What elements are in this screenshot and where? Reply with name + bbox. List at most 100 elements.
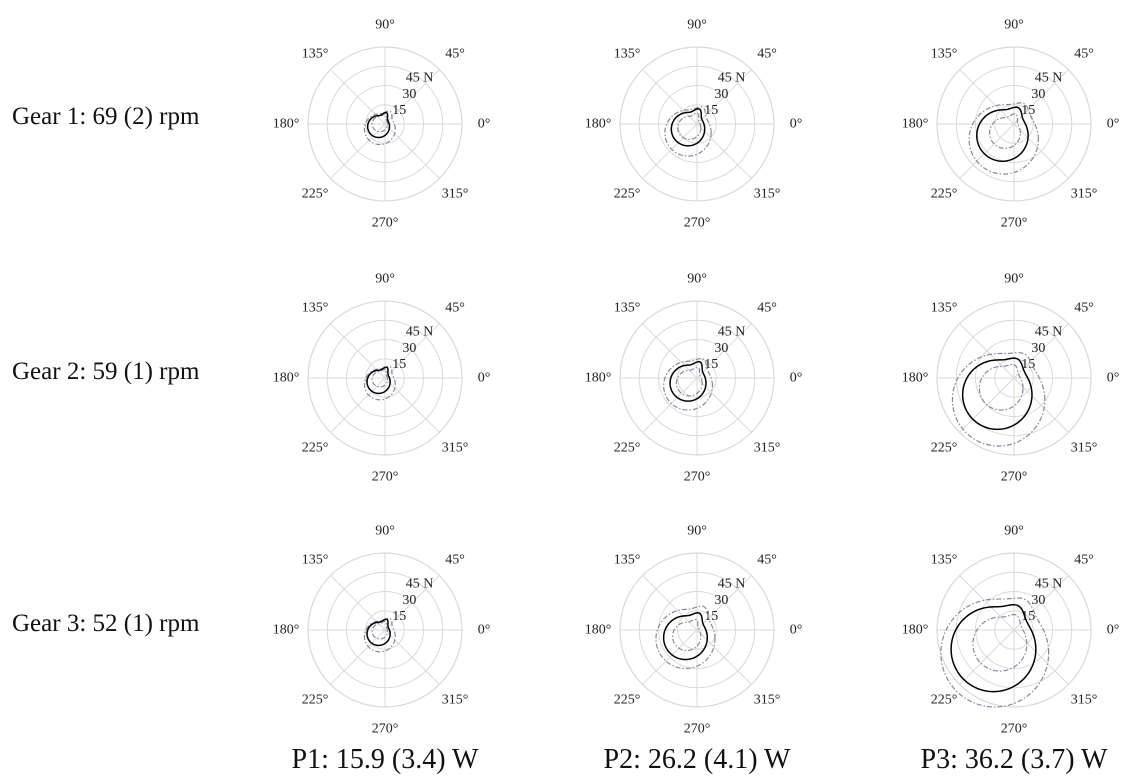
angle-tick-label-45: 45° (757, 301, 777, 316)
radial-tick-label-15: 15 (1021, 609, 1035, 624)
angle-tick-label-315: 315° (442, 187, 469, 202)
row-label-gear-1: Gear 1: 69 (2) rpm (12, 103, 200, 130)
angle-tick-label-90: 90° (1004, 18, 1024, 33)
radial-tick-label-15: 15 (1021, 357, 1035, 372)
polar-spoke-225 (959, 123, 1015, 179)
angle-tick-label-180: 180° (585, 117, 612, 132)
angle-tick-label-225: 225° (614, 187, 641, 202)
series-lower-band (371, 620, 389, 640)
series-mean-line (670, 108, 706, 147)
angle-tick-label-225: 225° (302, 187, 329, 202)
polar-spoke-225 (642, 629, 698, 685)
polar-spoke-135 (642, 575, 698, 631)
series-lower-band (675, 366, 703, 397)
angle-tick-label-45: 45° (445, 553, 465, 568)
polar-spoke-225 (330, 377, 386, 433)
angle-tick-label-135: 135° (931, 301, 958, 316)
angle-tick-label-180: 180° (585, 623, 612, 638)
radial-tick-label-30: 30 (1031, 593, 1045, 608)
angle-tick-label-90: 90° (375, 272, 395, 287)
radial-tick-label-45: 45 N (718, 577, 746, 592)
angle-tick-label-180: 180° (902, 117, 929, 132)
series-mean-line (366, 366, 391, 395)
angle-tick-label-45: 45° (757, 47, 777, 62)
col-label-p2: P2: 26.2 (4.1) W (603, 744, 791, 775)
angle-tick-label-270: 270° (1001, 216, 1028, 231)
angle-tick-label-225: 225° (302, 693, 329, 708)
angle-tick-label-315: 315° (754, 187, 781, 202)
polar-spoke-315 (1013, 123, 1069, 179)
series-upper-band (940, 597, 1050, 708)
series-lower-band (672, 618, 702, 652)
series-upper-band (363, 617, 396, 653)
radial-tick-label-30: 30 (402, 87, 416, 102)
angle-tick-label-270: 270° (684, 470, 711, 485)
polar-spoke-315 (1013, 629, 1069, 685)
series-upper-band (968, 102, 1039, 175)
radial-tick-label-45: 45 N (1035, 577, 1063, 592)
angle-tick-label-90: 90° (375, 524, 395, 539)
angle-tick-label-0: 0° (790, 371, 803, 386)
angle-tick-label-45: 45° (445, 47, 465, 62)
series-lower-band (371, 368, 389, 388)
radial-tick-label-45: 45 N (1035, 325, 1063, 340)
series-mean-line (950, 603, 1037, 693)
radial-tick-label-30: 30 (402, 593, 416, 608)
angle-tick-label-135: 135° (614, 47, 641, 62)
angle-tick-label-90: 90° (375, 18, 395, 33)
angle-tick-label-315: 315° (1071, 693, 1098, 708)
radial-tick-label-45: 45 N (1035, 71, 1063, 86)
polar-spoke-225 (330, 123, 386, 179)
series-lower-band (371, 113, 389, 133)
polar-spoke-315 (696, 629, 752, 685)
polar-spoke-45 (696, 323, 752, 379)
angle-tick-label-270: 270° (1001, 470, 1028, 485)
angle-tick-label-0: 0° (790, 623, 803, 638)
radial-tick-label-15: 15 (704, 357, 718, 372)
series-lower-band (677, 112, 702, 141)
angle-tick-label-180: 180° (273, 623, 300, 638)
angle-tick-label-45: 45° (1074, 553, 1094, 568)
angle-tick-label-0: 0° (1107, 623, 1120, 638)
polar-spoke-315 (384, 123, 440, 179)
angle-tick-label-0: 0° (478, 371, 491, 386)
series-mean-line (366, 111, 391, 139)
angle-tick-label-90: 90° (687, 272, 707, 287)
angle-tick-label-135: 135° (614, 301, 641, 316)
radial-tick-label-30: 30 (714, 87, 728, 102)
angle-tick-label-225: 225° (614, 441, 641, 456)
radial-tick-label-45: 45 N (406, 577, 434, 592)
angle-tick-label-135: 135° (614, 553, 641, 568)
series-lower-band (978, 363, 1024, 411)
polar-spoke-315 (696, 123, 752, 179)
polar-spoke-315 (1013, 377, 1069, 433)
angle-tick-label-45: 45° (1074, 47, 1094, 62)
angle-tick-label-270: 270° (372, 216, 399, 231)
radial-tick-label-15: 15 (704, 609, 718, 624)
angle-tick-label-0: 0° (1107, 117, 1120, 132)
angle-tick-label-180: 180° (273, 371, 300, 386)
radial-tick-label-15: 15 (704, 103, 718, 118)
polar-spoke-45 (384, 69, 440, 125)
angle-tick-label-270: 270° (372, 470, 399, 485)
col-label-p1: P1: 15.9 (3.4) W (291, 744, 479, 775)
angle-tick-label-135: 135° (931, 553, 958, 568)
polar-spoke-225 (959, 629, 1015, 685)
polar-spoke-135 (330, 69, 386, 125)
row-label-gear-3: Gear 3: 52 (1) rpm (12, 610, 200, 637)
angle-tick-label-315: 315° (442, 693, 469, 708)
series-upper-band (655, 605, 716, 670)
polar-spoke-45 (384, 323, 440, 379)
radial-tick-label-45: 45 N (406, 71, 434, 86)
angle-tick-label-180: 180° (902, 371, 929, 386)
series-upper-band (663, 357, 714, 411)
col-label-p3: P3: 36.2 (3.7) W (920, 744, 1108, 775)
